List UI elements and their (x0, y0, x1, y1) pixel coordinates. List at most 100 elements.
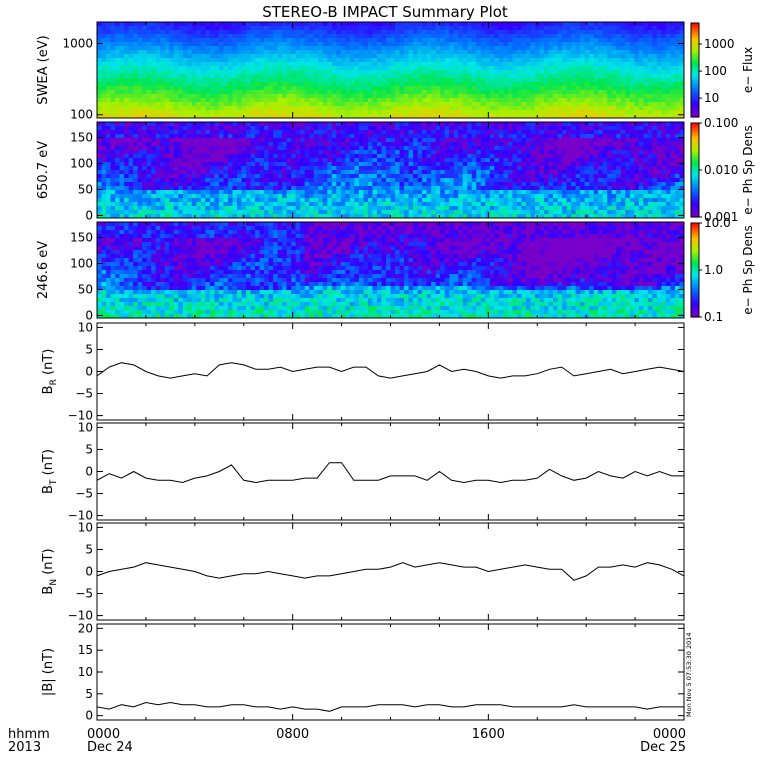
heatmap-cell (232, 74, 238, 79)
heatmap-cell (385, 94, 391, 99)
heatmap-cell (268, 214, 274, 219)
heatmap-cell (417, 90, 423, 95)
heatmap-cell (182, 178, 188, 183)
heatmap-cell (133, 66, 139, 71)
heatmap-cell (367, 98, 373, 103)
heatmap-cell (173, 78, 179, 83)
heatmap-cell (404, 142, 410, 147)
heatmap-cell (476, 78, 482, 83)
heatmap-cell (571, 78, 577, 83)
heatmap-cell (422, 78, 428, 83)
heatmap-cell (435, 90, 441, 95)
heatmap-cell (119, 58, 125, 63)
heatmap-cell (200, 94, 206, 99)
heatmap-cell (367, 46, 373, 51)
heatmap-cell (665, 82, 671, 87)
heatmap-cell (155, 142, 161, 147)
heatmap-cell (246, 154, 252, 159)
heatmap-cell (137, 170, 143, 175)
heatmap-cell (151, 206, 157, 211)
heatmap-cell (322, 170, 328, 175)
heatmap-cell (656, 42, 662, 47)
heatmap-cell (101, 26, 107, 31)
heatmap-cell (544, 26, 550, 31)
heatmap-cell (101, 150, 107, 155)
heatmap-cell (643, 106, 649, 111)
heatmap-cell (232, 58, 238, 63)
heatmap-cell (169, 146, 175, 151)
heatmap-cell (507, 82, 513, 87)
heatmap-cell (169, 50, 175, 55)
heatmap-cell (458, 34, 464, 39)
heatmap-cell (110, 162, 116, 167)
heatmap-cell (665, 98, 671, 103)
heatmap-cell (309, 162, 315, 167)
heatmap-cell (363, 98, 369, 103)
heatmap-cell (218, 42, 224, 47)
heatmap-cell (128, 198, 134, 203)
heatmap-cell (200, 158, 206, 163)
heatmap-cell (431, 174, 437, 179)
heatmap-cell (151, 70, 157, 75)
heatmap-cell (97, 158, 103, 163)
heatmap-cell (381, 54, 387, 59)
heatmap-cell (214, 54, 220, 59)
heatmap-cell (286, 214, 292, 219)
heatmap-cell (223, 90, 229, 95)
heatmap-cell (142, 206, 148, 211)
heatmap-cell (164, 178, 170, 183)
heatmap-cell (97, 86, 103, 91)
heatmap-cell (218, 186, 224, 191)
heatmap-cell (390, 102, 396, 107)
heatmap-cell (580, 30, 586, 35)
heatmap-cell (309, 182, 315, 187)
heatmap-cell (155, 202, 161, 207)
heatmap-cell (638, 46, 644, 51)
heatmap-cell (101, 62, 107, 67)
heatmap-cell (611, 94, 617, 99)
heatmap-cell (115, 54, 121, 59)
heatmap-cell (250, 202, 256, 207)
heatmap-cell (151, 110, 157, 115)
heatmap-cell (376, 210, 382, 215)
heatmap-cell (661, 114, 667, 119)
heatmap-cell (295, 174, 301, 179)
heatmap-cell (435, 42, 441, 47)
heatmap-cell (196, 186, 202, 191)
heatmap-cell (340, 78, 346, 83)
heatmap-cell (142, 46, 148, 51)
heatmap-cell (227, 58, 233, 63)
heatmap-cell (146, 210, 152, 215)
heatmap-cell (629, 50, 635, 55)
heatmap-cell (169, 46, 175, 51)
heatmap-cell (115, 70, 121, 75)
heatmap-cell (277, 66, 283, 71)
heatmap-cell (309, 170, 315, 175)
heatmap-cell (137, 62, 143, 67)
heatmap-cell (124, 202, 130, 207)
heatmap-cell (227, 182, 233, 187)
heatmap-cell (277, 62, 283, 67)
heatmap-cell (124, 30, 130, 35)
heatmap-cell (656, 102, 662, 107)
heatmap-cell (489, 78, 495, 83)
heatmap-cell (318, 54, 324, 59)
heatmap-cell (214, 214, 220, 219)
heatmap-cell (404, 78, 410, 83)
heatmap-cell (444, 62, 450, 67)
heatmap-cell (232, 26, 238, 31)
heatmap-cell (345, 54, 351, 59)
heatmap-cell (553, 22, 559, 27)
heatmap-cell (286, 106, 292, 111)
heatmap-cell (372, 154, 378, 159)
heatmap-cell (160, 106, 166, 111)
heatmap-cell (196, 22, 202, 27)
heatmap-cell (200, 198, 206, 203)
heatmap-cell (318, 150, 324, 155)
heatmap-cell (227, 90, 233, 95)
heatmap-cell (598, 82, 604, 87)
heatmap-cell (273, 138, 279, 143)
heatmap-cell (607, 78, 613, 83)
heatmap-cell (674, 66, 680, 71)
